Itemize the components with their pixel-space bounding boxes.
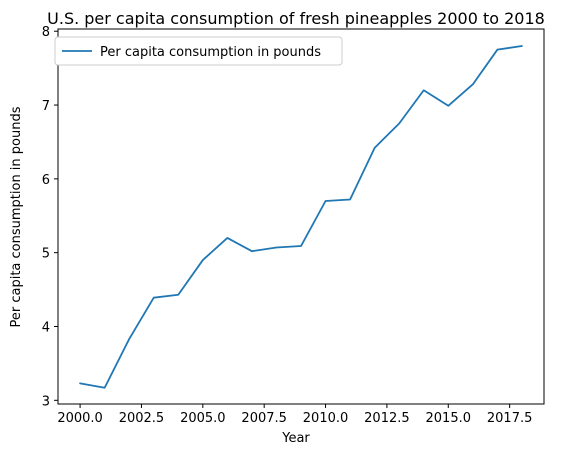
x-tick-label: 2010.0 [303,411,349,426]
data-point [177,294,179,296]
data-point [521,45,523,47]
data-point [472,83,474,85]
data-point [374,147,376,149]
data-point [128,338,130,340]
data-point [226,237,228,239]
data-point [202,259,204,261]
x-tick-label: 2015.0 [426,411,472,426]
x-tick-label: 2000.0 [57,411,103,426]
data-point [153,297,155,299]
data-point [104,387,106,389]
y-axis-label: Per capita consumption in pounds [9,106,24,327]
x-tick-label: 2007.5 [241,411,287,426]
data-point [349,199,351,201]
y-tick-label: 5 [42,247,50,262]
y-tick-label: 4 [42,320,50,335]
y-tick-label: 6 [42,173,50,188]
x-axis-label: Year [281,431,310,446]
data-point [496,49,498,51]
y-tick-label: 7 [42,99,50,114]
data-point [79,382,81,384]
data-point [300,245,302,247]
x-tick-label: 2002.5 [119,411,165,426]
data-point [423,89,425,91]
data-point [447,105,449,107]
legend-label: Per capita consumption in pounds [100,45,321,60]
y-tick-label: 3 [42,394,50,409]
chart-title: U.S. per capita consumption of fresh pin… [47,9,545,28]
y-tick-label: 8 [42,25,50,40]
x-tick-label: 2005.0 [180,411,226,426]
data-point [325,200,327,202]
x-tick-label: 2017.5 [487,411,533,426]
data-point [275,247,277,249]
data-point [398,122,400,124]
x-tick-label: 2012.5 [364,411,410,426]
data-point [251,250,253,252]
legend: Per capita consumption in pounds [55,37,342,65]
